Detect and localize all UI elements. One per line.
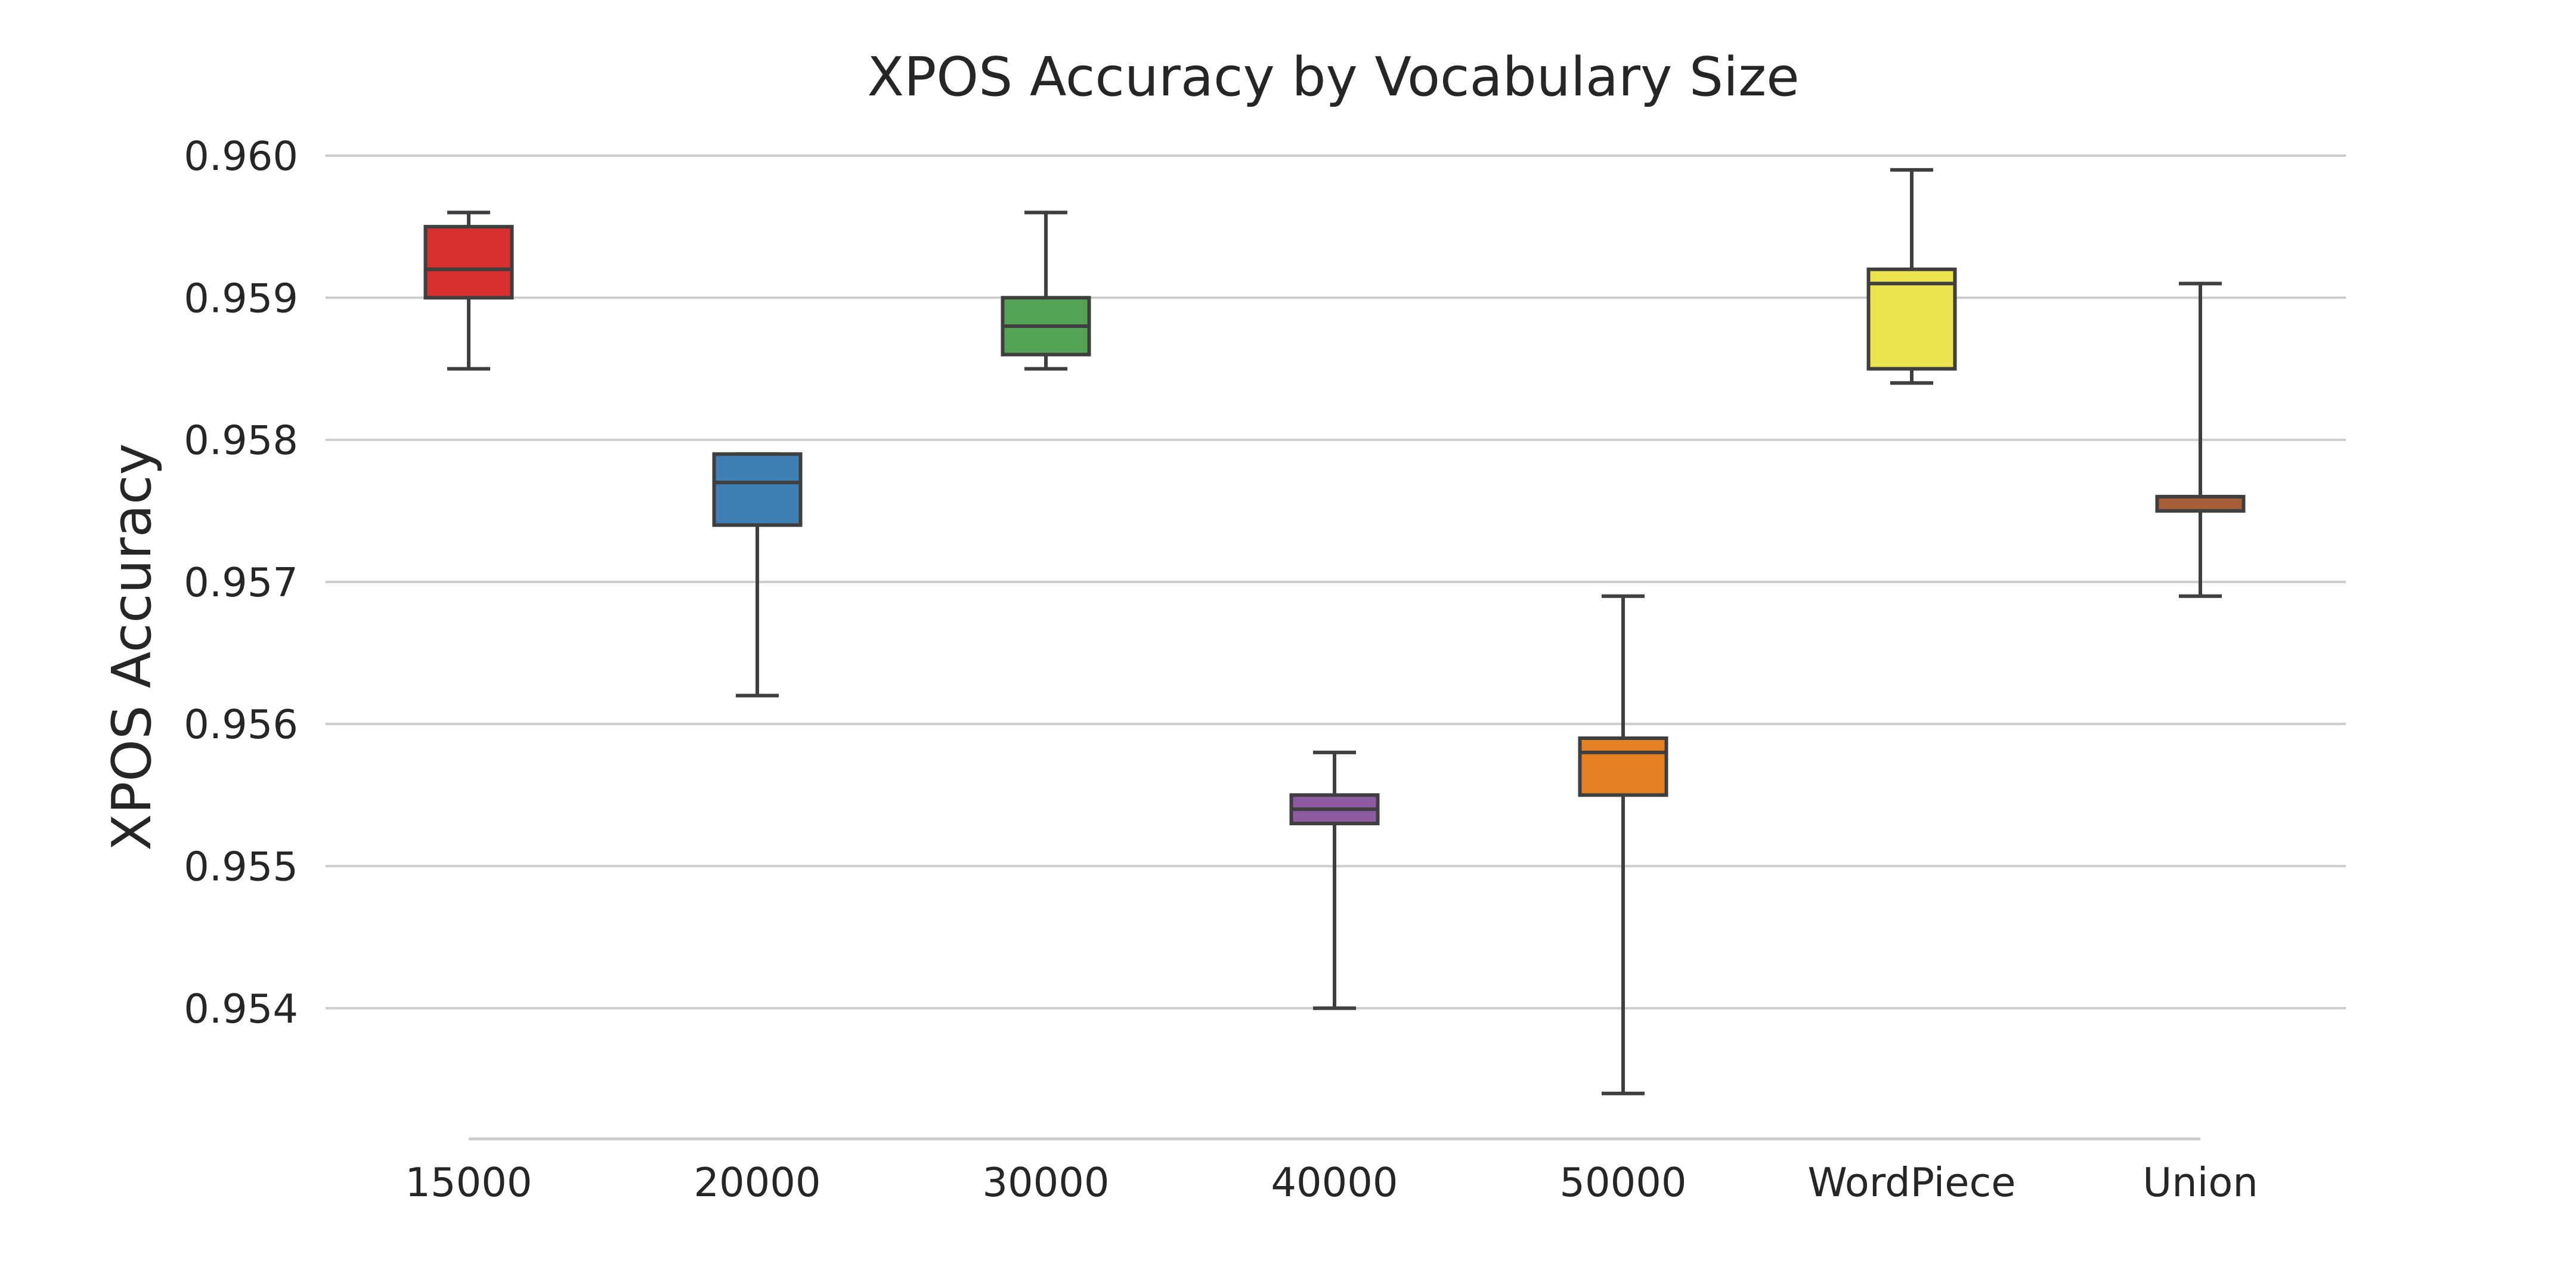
y-tick-label: 0.956 bbox=[184, 701, 298, 748]
y-axis-ticks: 0.954 0.955 0.956 0.957 0.958 0.959 0.960 bbox=[184, 133, 298, 1032]
box-30000 bbox=[1001, 210, 1091, 371]
gridlines bbox=[326, 154, 2346, 1010]
box-15000 bbox=[423, 210, 514, 371]
y-tick-label: 0.957 bbox=[184, 559, 298, 606]
iqr-box bbox=[423, 225, 514, 300]
box-50000 bbox=[1578, 594, 1668, 1095]
box-Union bbox=[2155, 281, 2246, 598]
y-tick-label: 0.955 bbox=[184, 843, 298, 890]
boxes bbox=[423, 168, 2246, 1095]
y-axis-label: XPOS Accuracy bbox=[101, 443, 163, 850]
x-tick-label: WordPiece bbox=[1807, 1159, 2015, 1206]
x-tick-label: Union bbox=[2142, 1159, 2258, 1206]
iqr-box bbox=[1866, 267, 1957, 371]
iqr-box bbox=[1578, 736, 1668, 797]
box-20000 bbox=[712, 452, 803, 698]
x-tick-label: 20000 bbox=[693, 1159, 821, 1206]
iqr-box bbox=[2155, 494, 2246, 513]
x-tick-label: 30000 bbox=[982, 1159, 1109, 1206]
box-WordPiece bbox=[1866, 168, 1957, 385]
y-tick-label: 0.958 bbox=[184, 417, 298, 464]
chart-title: XPOS Accuracy by Vocabulary Size bbox=[867, 46, 1799, 109]
box-40000 bbox=[1289, 750, 1380, 1010]
x-tick-label: 50000 bbox=[1559, 1159, 1686, 1206]
iqr-box bbox=[712, 452, 803, 527]
y-tick-label: 0.959 bbox=[184, 275, 298, 321]
x-tick-label: 15000 bbox=[405, 1159, 532, 1206]
y-tick-label: 0.954 bbox=[184, 986, 298, 1032]
x-axis-ticks: 15000 20000 30000 40000 50000 WordPiece Union bbox=[405, 1159, 2258, 1206]
y-tick-label: 0.960 bbox=[184, 133, 298, 179]
x-tick-label: 40000 bbox=[1271, 1159, 1398, 1206]
